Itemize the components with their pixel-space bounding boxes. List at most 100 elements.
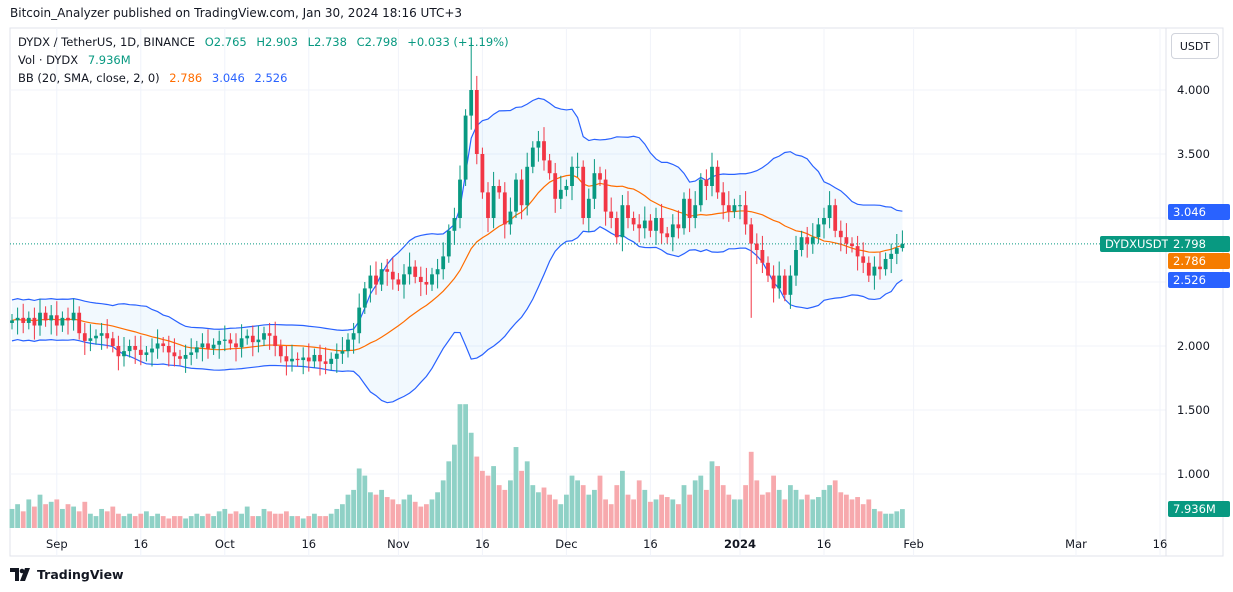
candle-body	[329, 358, 334, 364]
candle-body	[749, 224, 754, 244]
volume-bar	[71, 506, 76, 528]
candle-body	[385, 269, 390, 272]
volume-bar	[687, 494, 692, 528]
candle-body	[631, 218, 636, 225]
volume-bar	[732, 499, 737, 528]
candle-body	[323, 361, 328, 364]
bb-upper-line	[11, 97, 903, 331]
candle-body	[474, 90, 479, 154]
bb-basis-line	[11, 174, 903, 352]
x-tick-label: 16	[817, 537, 832, 551]
candle-body	[799, 237, 804, 250]
volume-bar	[233, 511, 239, 528]
candle-body	[256, 339, 261, 343]
candle-body	[564, 186, 569, 190]
tradingview-logo-icon	[10, 568, 30, 581]
candle-body	[267, 333, 272, 336]
currency-button[interactable]: USDT	[1171, 33, 1219, 59]
candle-body	[878, 266, 882, 270]
volume-bar	[586, 494, 592, 528]
volume-bar	[821, 489, 827, 528]
candle-body	[536, 141, 541, 148]
volume-label[interactable]: Vol · DYDX	[18, 53, 79, 67]
volume-bar	[698, 475, 704, 528]
volume-bar	[614, 485, 620, 528]
x-tick-label: Feb	[903, 537, 923, 551]
volume-bar	[166, 518, 172, 528]
candle-body	[777, 275, 782, 289]
y-tick-label: 4.000	[1177, 83, 1210, 97]
candle-body	[598, 173, 602, 180]
candle-body	[402, 274, 406, 285]
volume-bar	[524, 461, 530, 528]
volume-bar	[440, 480, 446, 528]
candle-body	[144, 352, 149, 355]
candle-body	[250, 335, 255, 343]
volume-bar	[60, 508, 65, 528]
candle-body	[234, 343, 238, 348]
bb-lower-value: 2.526	[254, 71, 288, 85]
volume-bar	[827, 485, 832, 528]
volume-bar	[200, 516, 205, 528]
candle-body	[390, 271, 395, 280]
volume-bar	[547, 494, 552, 528]
volume-bar	[782, 499, 788, 528]
bb-label[interactable]: BB (20, SMA, close, 2, 0)	[18, 71, 160, 85]
volume-bar	[211, 516, 216, 528]
tradingview-footer[interactable]: TradingView	[10, 567, 124, 582]
candle-body	[278, 346, 283, 357]
symbol-name[interactable]: DYDX / TetherUS, 1D, BINANCE	[18, 35, 196, 49]
volume-bar	[110, 506, 116, 528]
volume-bar	[312, 513, 317, 528]
candle-body	[346, 339, 350, 352]
candle-body	[530, 147, 535, 167]
volume-bar	[15, 504, 20, 528]
volume-bar	[216, 511, 222, 528]
candle-body	[351, 333, 356, 340]
chart-frame	[9, 27, 1224, 557]
volume-bar	[575, 480, 580, 528]
candle-body	[284, 356, 289, 362]
candle-body	[547, 160, 552, 174]
volume-bar	[177, 516, 183, 528]
candle-body	[222, 339, 227, 341]
volume-bar	[844, 494, 849, 528]
candle-body	[682, 198, 686, 229]
candle-body	[553, 173, 558, 199]
y-tick-label: 3.500	[1177, 147, 1210, 161]
volume-bar	[463, 404, 468, 528]
candle-body	[32, 317, 37, 326]
volume-bar	[149, 516, 155, 528]
candle-body	[110, 338, 115, 346]
volume-value: 7.936M	[87, 53, 131, 67]
volume-bar	[188, 516, 194, 528]
x-tick-label: 16	[1153, 537, 1168, 551]
candle-body	[183, 354, 188, 359]
volume-bar	[160, 516, 166, 528]
volume-bar	[620, 470, 625, 528]
volume-bar	[894, 511, 900, 528]
volume-bar	[300, 518, 306, 528]
y-tick-label: 1.500	[1177, 403, 1210, 417]
candle-body	[441, 256, 446, 270]
candle-body	[838, 230, 843, 238]
candle-body	[648, 220, 653, 231]
candle-body	[732, 205, 737, 212]
volume-bar	[872, 508, 877, 528]
bb-basis-label: 2.786	[1168, 253, 1230, 269]
candle-body	[161, 343, 166, 346]
candle-body	[273, 335, 278, 346]
volume-bar	[306, 516, 312, 528]
volume-bar	[771, 475, 776, 528]
volume-bar	[328, 513, 334, 528]
candle-body	[463, 115, 468, 180]
volume-bar	[670, 499, 676, 528]
volume-bar	[692, 480, 698, 528]
candle-body	[872, 266, 877, 276]
volume-bar	[491, 466, 496, 528]
candle-body	[245, 335, 250, 339]
volume-bar	[379, 489, 384, 528]
candle-body	[665, 233, 670, 238]
x-tick-label: 2024	[724, 537, 756, 551]
